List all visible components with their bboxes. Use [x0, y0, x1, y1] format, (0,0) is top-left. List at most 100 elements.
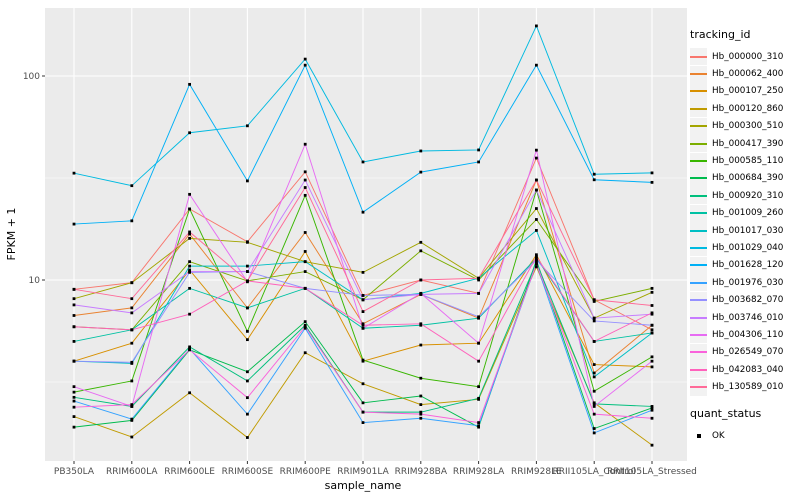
legend-item-label: Hb_130589_010 [712, 382, 784, 393]
legend-item-Hb_000300_510: Hb_000300_510 [690, 117, 798, 135]
data-point [419, 170, 423, 174]
legend-key-swatch [690, 378, 707, 396]
data-point [361, 310, 365, 313]
data-point [592, 375, 596, 379]
legend-key-swatch [690, 82, 707, 100]
legend-item-Hb_026549_070: Hb_026549_070 [690, 343, 798, 361]
data-point [477, 421, 480, 424]
legend-key-swatch [690, 152, 707, 170]
data-point [72, 405, 76, 409]
data-point [592, 402, 596, 406]
legend-line-icon [690, 142, 707, 145]
legend-item-label: Hb_000417_390 [712, 138, 784, 149]
legend: tracking_id Hb_000000_310 Hb_000062_400 Hb… [690, 28, 798, 444]
data-point [246, 240, 249, 244]
data-point [592, 178, 596, 182]
data-point [130, 360, 134, 364]
data-point [72, 303, 76, 307]
data-point [130, 297, 134, 301]
legend-item-label: Hb_000585_110 [712, 156, 784, 167]
data-point [419, 240, 423, 244]
data-point [535, 63, 538, 67]
legend-key-swatch [690, 361, 707, 379]
data-point [592, 389, 596, 393]
legend-line-icon [690, 212, 707, 215]
data-point [361, 382, 365, 386]
data-point [650, 405, 654, 408]
data-point [419, 322, 423, 326]
data-point [650, 171, 654, 175]
legend-item-label: Hb_026549_070 [712, 347, 784, 358]
data-point [535, 207, 538, 210]
legend-item-label: Hb_000920_310 [712, 190, 784, 201]
legend-item-Hb_000417_390: Hb_000417_390 [690, 135, 798, 153]
data-point [303, 193, 307, 197]
data-point [303, 231, 307, 234]
data-point [361, 322, 365, 326]
legend-item-label: Hb_000120_860 [712, 103, 784, 114]
data-point [361, 326, 365, 330]
data-point [477, 315, 480, 319]
data-point [246, 412, 249, 416]
data-point [592, 319, 596, 323]
data-point [130, 306, 134, 310]
data-point [477, 396, 480, 400]
legend-key-swatch [690, 187, 707, 205]
legend-item-label: Hb_003682_070 [712, 295, 784, 306]
data-point [477, 359, 480, 363]
data-point [419, 416, 423, 420]
data-point [650, 408, 654, 412]
data-point [246, 379, 249, 383]
data-point [188, 286, 191, 290]
legend-item-label: Hb_000062_400 [712, 69, 784, 80]
data-point [419, 343, 423, 347]
data-point [650, 416, 654, 420]
legend-key-swatch [690, 222, 707, 240]
data-point [650, 180, 654, 184]
legend-line-icon [690, 368, 707, 371]
data-point [535, 218, 538, 221]
data-point [303, 178, 307, 182]
data-point [535, 262, 538, 266]
data-point [419, 412, 423, 416]
legend-item-Hb_130589_010: Hb_130589_010 [690, 378, 798, 396]
legend-line-icon [690, 73, 707, 76]
x-tick-label: RRII105LA_Control [552, 467, 635, 477]
legend-key-swatch [690, 239, 707, 257]
data-point [188, 270, 191, 273]
data-point [188, 391, 191, 395]
legend-item-label: Hb_042083_040 [712, 364, 784, 375]
legend-item-Hb_042083_040: Hb_042083_040 [690, 361, 798, 379]
data-point [246, 279, 249, 283]
data-point [72, 415, 76, 418]
data-point [650, 365, 654, 369]
legend-title-tracking-id: tracking_id [690, 28, 751, 41]
data-point [72, 385, 76, 389]
data-point [361, 421, 365, 424]
legend-title-quant-status: quant_status [690, 406, 762, 420]
data-point [303, 326, 307, 330]
data-point [130, 219, 134, 223]
data-point [535, 188, 538, 192]
legend-item-OK: OK [690, 427, 798, 444]
data-point [130, 379, 134, 383]
legend-key-swatch [690, 309, 707, 327]
data-point [419, 278, 423, 282]
data-point [361, 294, 365, 297]
data-point [477, 291, 480, 295]
data-point [303, 325, 307, 329]
data-point [246, 329, 249, 333]
data-point [246, 436, 249, 439]
legend-item-Hb_003682_070: Hb_003682_070 [690, 291, 798, 309]
legend-item-label: Hb_004306_110 [712, 329, 784, 340]
data-point [361, 410, 365, 414]
data-point [303, 142, 307, 146]
data-point [650, 443, 654, 447]
legend-key-swatch [690, 48, 707, 66]
data-point [650, 311, 654, 315]
data-point [246, 396, 249, 400]
data-point [650, 359, 654, 363]
legend-line-icon [690, 351, 707, 354]
legend-key-swatch [690, 135, 707, 153]
